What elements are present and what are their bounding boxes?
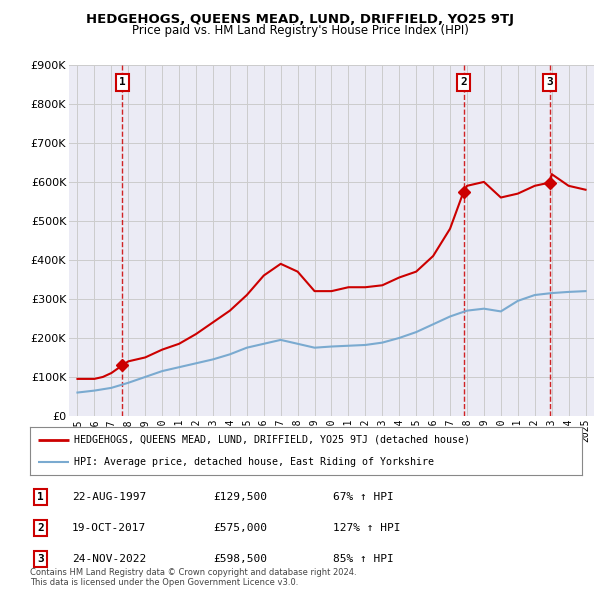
Text: HEDGEHOGS, QUEENS MEAD, LUND, DRIFFIELD, YO25 9TJ: HEDGEHOGS, QUEENS MEAD, LUND, DRIFFIELD,… bbox=[86, 13, 514, 26]
Text: 2: 2 bbox=[460, 77, 467, 87]
Text: 85% ↑ HPI: 85% ↑ HPI bbox=[333, 555, 394, 564]
Text: 1: 1 bbox=[119, 77, 125, 87]
Text: HEDGEHOGS, QUEENS MEAD, LUND, DRIFFIELD, YO25 9TJ (detached house): HEDGEHOGS, QUEENS MEAD, LUND, DRIFFIELD,… bbox=[74, 435, 470, 445]
Text: 127% ↑ HPI: 127% ↑ HPI bbox=[333, 523, 401, 533]
Text: 3: 3 bbox=[37, 555, 44, 564]
Text: £129,500: £129,500 bbox=[213, 492, 267, 502]
Text: Price paid vs. HM Land Registry's House Price Index (HPI): Price paid vs. HM Land Registry's House … bbox=[131, 24, 469, 37]
Text: 2: 2 bbox=[37, 523, 44, 533]
Text: £598,500: £598,500 bbox=[213, 555, 267, 564]
Text: HPI: Average price, detached house, East Riding of Yorkshire: HPI: Average price, detached house, East… bbox=[74, 457, 434, 467]
Text: This data is licensed under the Open Government Licence v3.0.: This data is licensed under the Open Gov… bbox=[30, 578, 298, 587]
Text: Contains HM Land Registry data © Crown copyright and database right 2024.: Contains HM Land Registry data © Crown c… bbox=[30, 568, 356, 577]
Text: 3: 3 bbox=[547, 77, 553, 87]
Text: 19-OCT-2017: 19-OCT-2017 bbox=[72, 523, 146, 533]
Text: 24-NOV-2022: 24-NOV-2022 bbox=[72, 555, 146, 564]
Text: £575,000: £575,000 bbox=[213, 523, 267, 533]
Text: 67% ↑ HPI: 67% ↑ HPI bbox=[333, 492, 394, 502]
Text: 22-AUG-1997: 22-AUG-1997 bbox=[72, 492, 146, 502]
Text: 1: 1 bbox=[37, 492, 44, 502]
